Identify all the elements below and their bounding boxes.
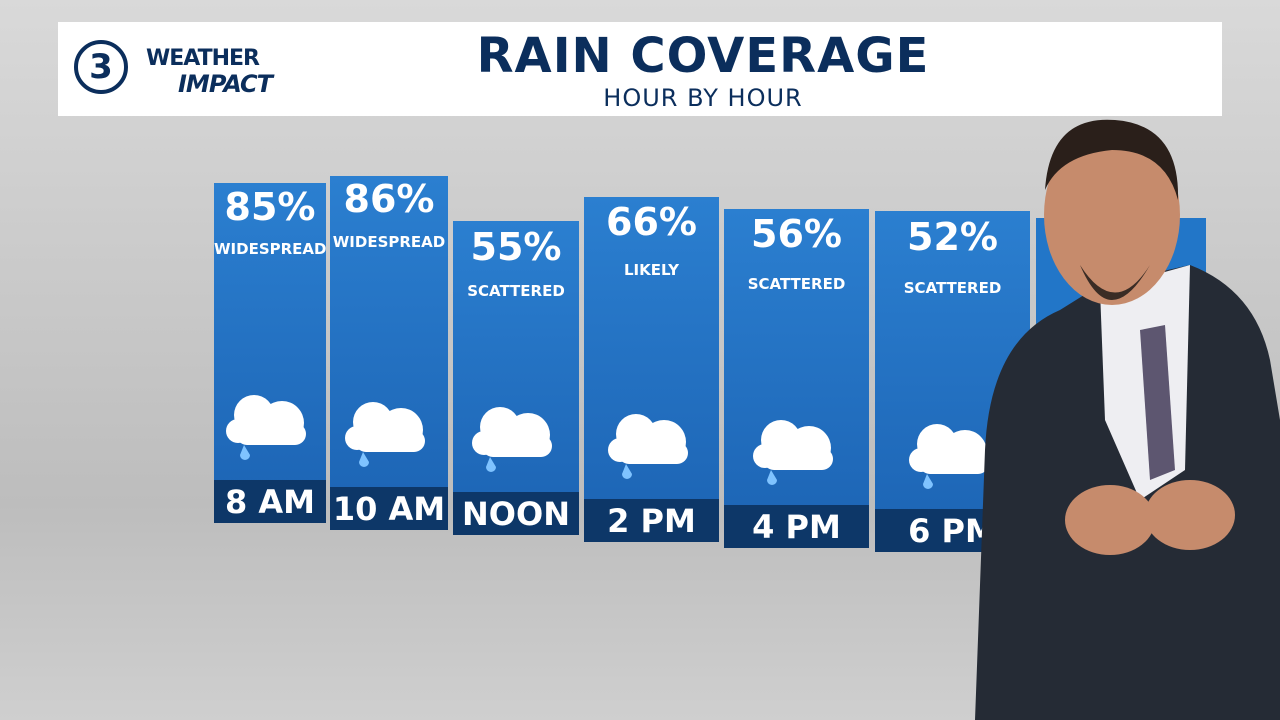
time-label: NOON	[453, 492, 579, 535]
rain-icon	[343, 400, 435, 484]
forecast-card: 56% SCATTERED 4 PM	[724, 209, 869, 548]
rain-icon	[606, 412, 698, 496]
time-label: 8 AM	[214, 480, 326, 523]
hands	[1065, 485, 1155, 555]
coverage-label: LIKELY	[623, 261, 680, 279]
logo-channel: 3	[74, 40, 128, 94]
coverage-label: WIDESPREAD	[332, 233, 446, 251]
coverage-label: SCATTERED	[747, 275, 846, 293]
coverage-label: SCATTERED	[467, 282, 565, 300]
head	[1044, 125, 1180, 305]
header: 3 WEATHER IMPACT RAIN COVERAGE HOUR BY H…	[58, 22, 1222, 116]
percent: 85%	[224, 185, 316, 229]
cloud	[752, 420, 833, 485]
hair	[1045, 119, 1179, 200]
percent: 56%	[751, 212, 842, 256]
cloud	[908, 424, 989, 489]
rain-icon	[907, 422, 999, 506]
forecast-card: 66% LIKELY 2 PM	[584, 197, 719, 542]
percent: 55%	[470, 225, 562, 269]
forecast-card: 55% SCATTERED NOON	[453, 221, 579, 535]
cloud	[345, 402, 425, 467]
rain-icon	[751, 418, 843, 502]
title: RAIN COVERAGE	[476, 28, 930, 84]
coverage-label: WIDESPREAD	[214, 240, 327, 258]
cloud	[226, 395, 306, 460]
subtitle: HOUR BY HOUR	[603, 84, 803, 112]
rain-icon	[224, 393, 316, 477]
percent: 52%	[907, 215, 998, 259]
forecast-card: 86% WIDESPREAD 10 AM	[330, 176, 448, 530]
time-label: 4 PM	[724, 505, 869, 548]
forecast-card: 85% WIDESPREAD 8 AM	[214, 183, 326, 523]
cloud	[472, 407, 552, 472]
cloud	[607, 414, 688, 479]
logo-line: IMPACT	[178, 70, 273, 98]
logo-line: WEATHER	[146, 46, 260, 71]
percent: 66%	[606, 200, 697, 244]
tie	[1140, 325, 1175, 480]
rain-icon	[470, 405, 562, 489]
coverage-label: SCATTERED	[903, 279, 1002, 297]
percent: 86%	[343, 177, 435, 221]
time-label: 2 PM	[584, 499, 719, 542]
beard	[1080, 265, 1150, 300]
hands	[1145, 480, 1235, 550]
time-label: 10 AM	[330, 487, 448, 530]
